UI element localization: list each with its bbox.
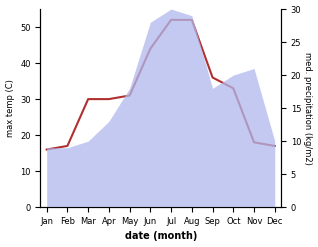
Y-axis label: med. precipitation (kg/m2): med. precipitation (kg/m2)	[303, 52, 313, 165]
Y-axis label: max temp (C): max temp (C)	[5, 79, 15, 137]
X-axis label: date (month): date (month)	[125, 231, 197, 242]
